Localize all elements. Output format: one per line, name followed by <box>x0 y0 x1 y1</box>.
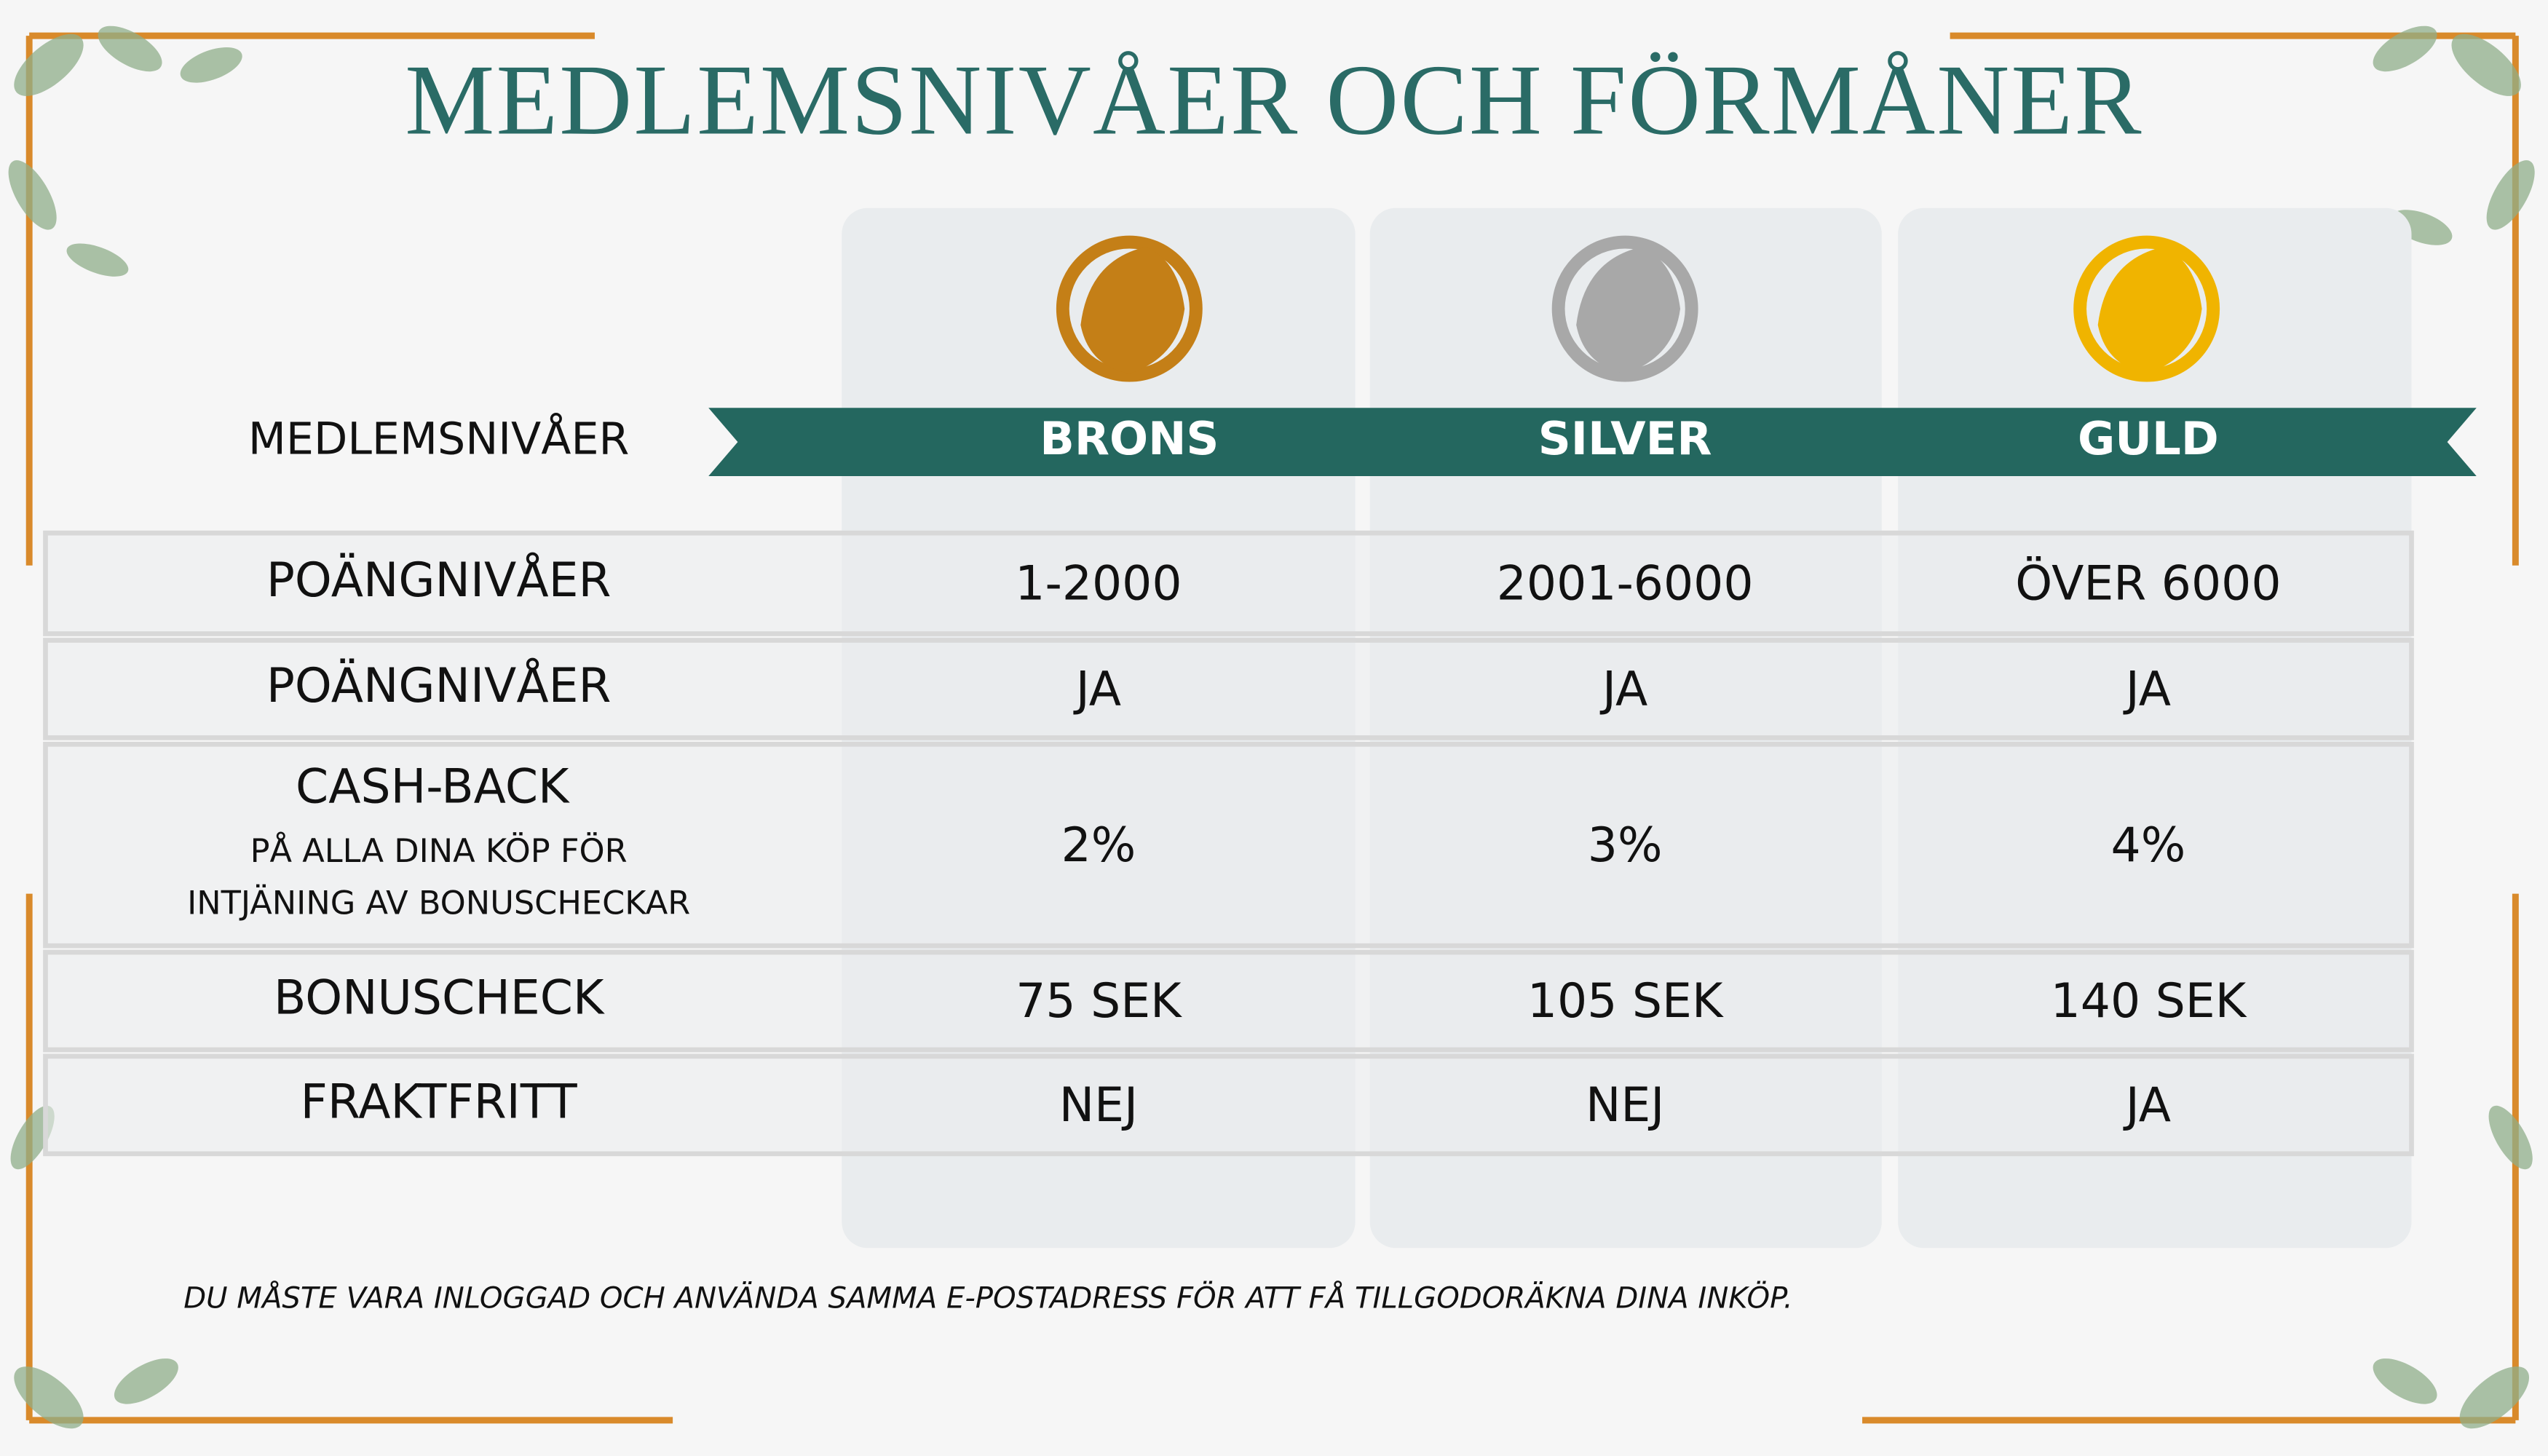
table-row <box>43 741 2414 949</box>
leaves <box>8 25 2535 1429</box>
cell-value: 3% <box>1588 818 1663 873</box>
cell-value: JA <box>2123 1078 2171 1133</box>
cell-value: 105 SEK <box>1527 974 1724 1029</box>
cell-value: NEJ <box>1586 1078 1664 1133</box>
row-label: POÄNGNIVÅER <box>266 658 612 713</box>
header-banner <box>708 408 2477 477</box>
table-row <box>43 949 2414 1053</box>
row-sublabel: PÅ ALLA DINA KÖP FÖR <box>250 831 628 870</box>
tier-icons <box>1056 235 2220 382</box>
row-label: BONUSCHECK <box>274 971 605 1026</box>
cell-value: JA <box>1599 662 1647 716</box>
tier-name: GULD <box>2078 412 2219 465</box>
footer-note: DU MÅSTE VARA INLOGGAD OCH ANVÄNDA SAMMA… <box>183 1281 1792 1315</box>
cell-value: JA <box>2123 662 2171 716</box>
row-sublabel: INTJÄNING AV BONUSCHECKAR <box>187 884 690 922</box>
tier-name: BRONS <box>1040 412 1219 465</box>
cell-value: ÖVER 6000 <box>2015 556 2281 611</box>
cell-value: 1-2000 <box>1015 556 1182 611</box>
table-row <box>43 1053 2414 1157</box>
cell-value: 140 SEK <box>2051 974 2247 1029</box>
row-label: POÄNGNIVÅER <box>266 553 612 608</box>
cell-value: 4% <box>2111 818 2186 873</box>
row-label: FRAKTFRITT <box>301 1075 577 1129</box>
tier-name: SILVER <box>1538 412 1712 465</box>
cell-value: 2% <box>1061 818 1136 873</box>
cell-value: NEJ <box>1059 1078 1138 1133</box>
table-row <box>43 638 2414 740</box>
cell-value: JA <box>1073 662 1121 716</box>
cell-value: 75 SEK <box>1016 974 1182 1029</box>
table-row <box>43 530 2414 636</box>
title: MEDLEMSNIVÅER OCH FÖRMÅNER <box>405 44 2143 156</box>
header-label: MEDLEMSNIVÅER <box>248 414 630 465</box>
cell-value: 2001-6000 <box>1497 556 1754 611</box>
row-label: CASH-BACK <box>296 759 570 814</box>
